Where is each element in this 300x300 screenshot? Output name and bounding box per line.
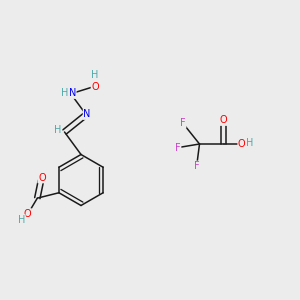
Text: H: H xyxy=(54,125,61,135)
Text: O: O xyxy=(220,115,228,125)
Text: N: N xyxy=(69,88,76,98)
Text: N: N xyxy=(83,109,91,119)
Text: O: O xyxy=(24,209,31,219)
Text: H: H xyxy=(18,215,25,225)
Text: F: F xyxy=(180,118,186,128)
Text: F: F xyxy=(194,161,200,171)
Text: O: O xyxy=(38,173,46,183)
Text: H: H xyxy=(61,88,68,98)
Text: F: F xyxy=(175,142,181,153)
Text: H: H xyxy=(92,70,99,80)
Text: O: O xyxy=(91,82,99,92)
Text: O: O xyxy=(238,139,246,149)
Text: H: H xyxy=(246,138,254,148)
